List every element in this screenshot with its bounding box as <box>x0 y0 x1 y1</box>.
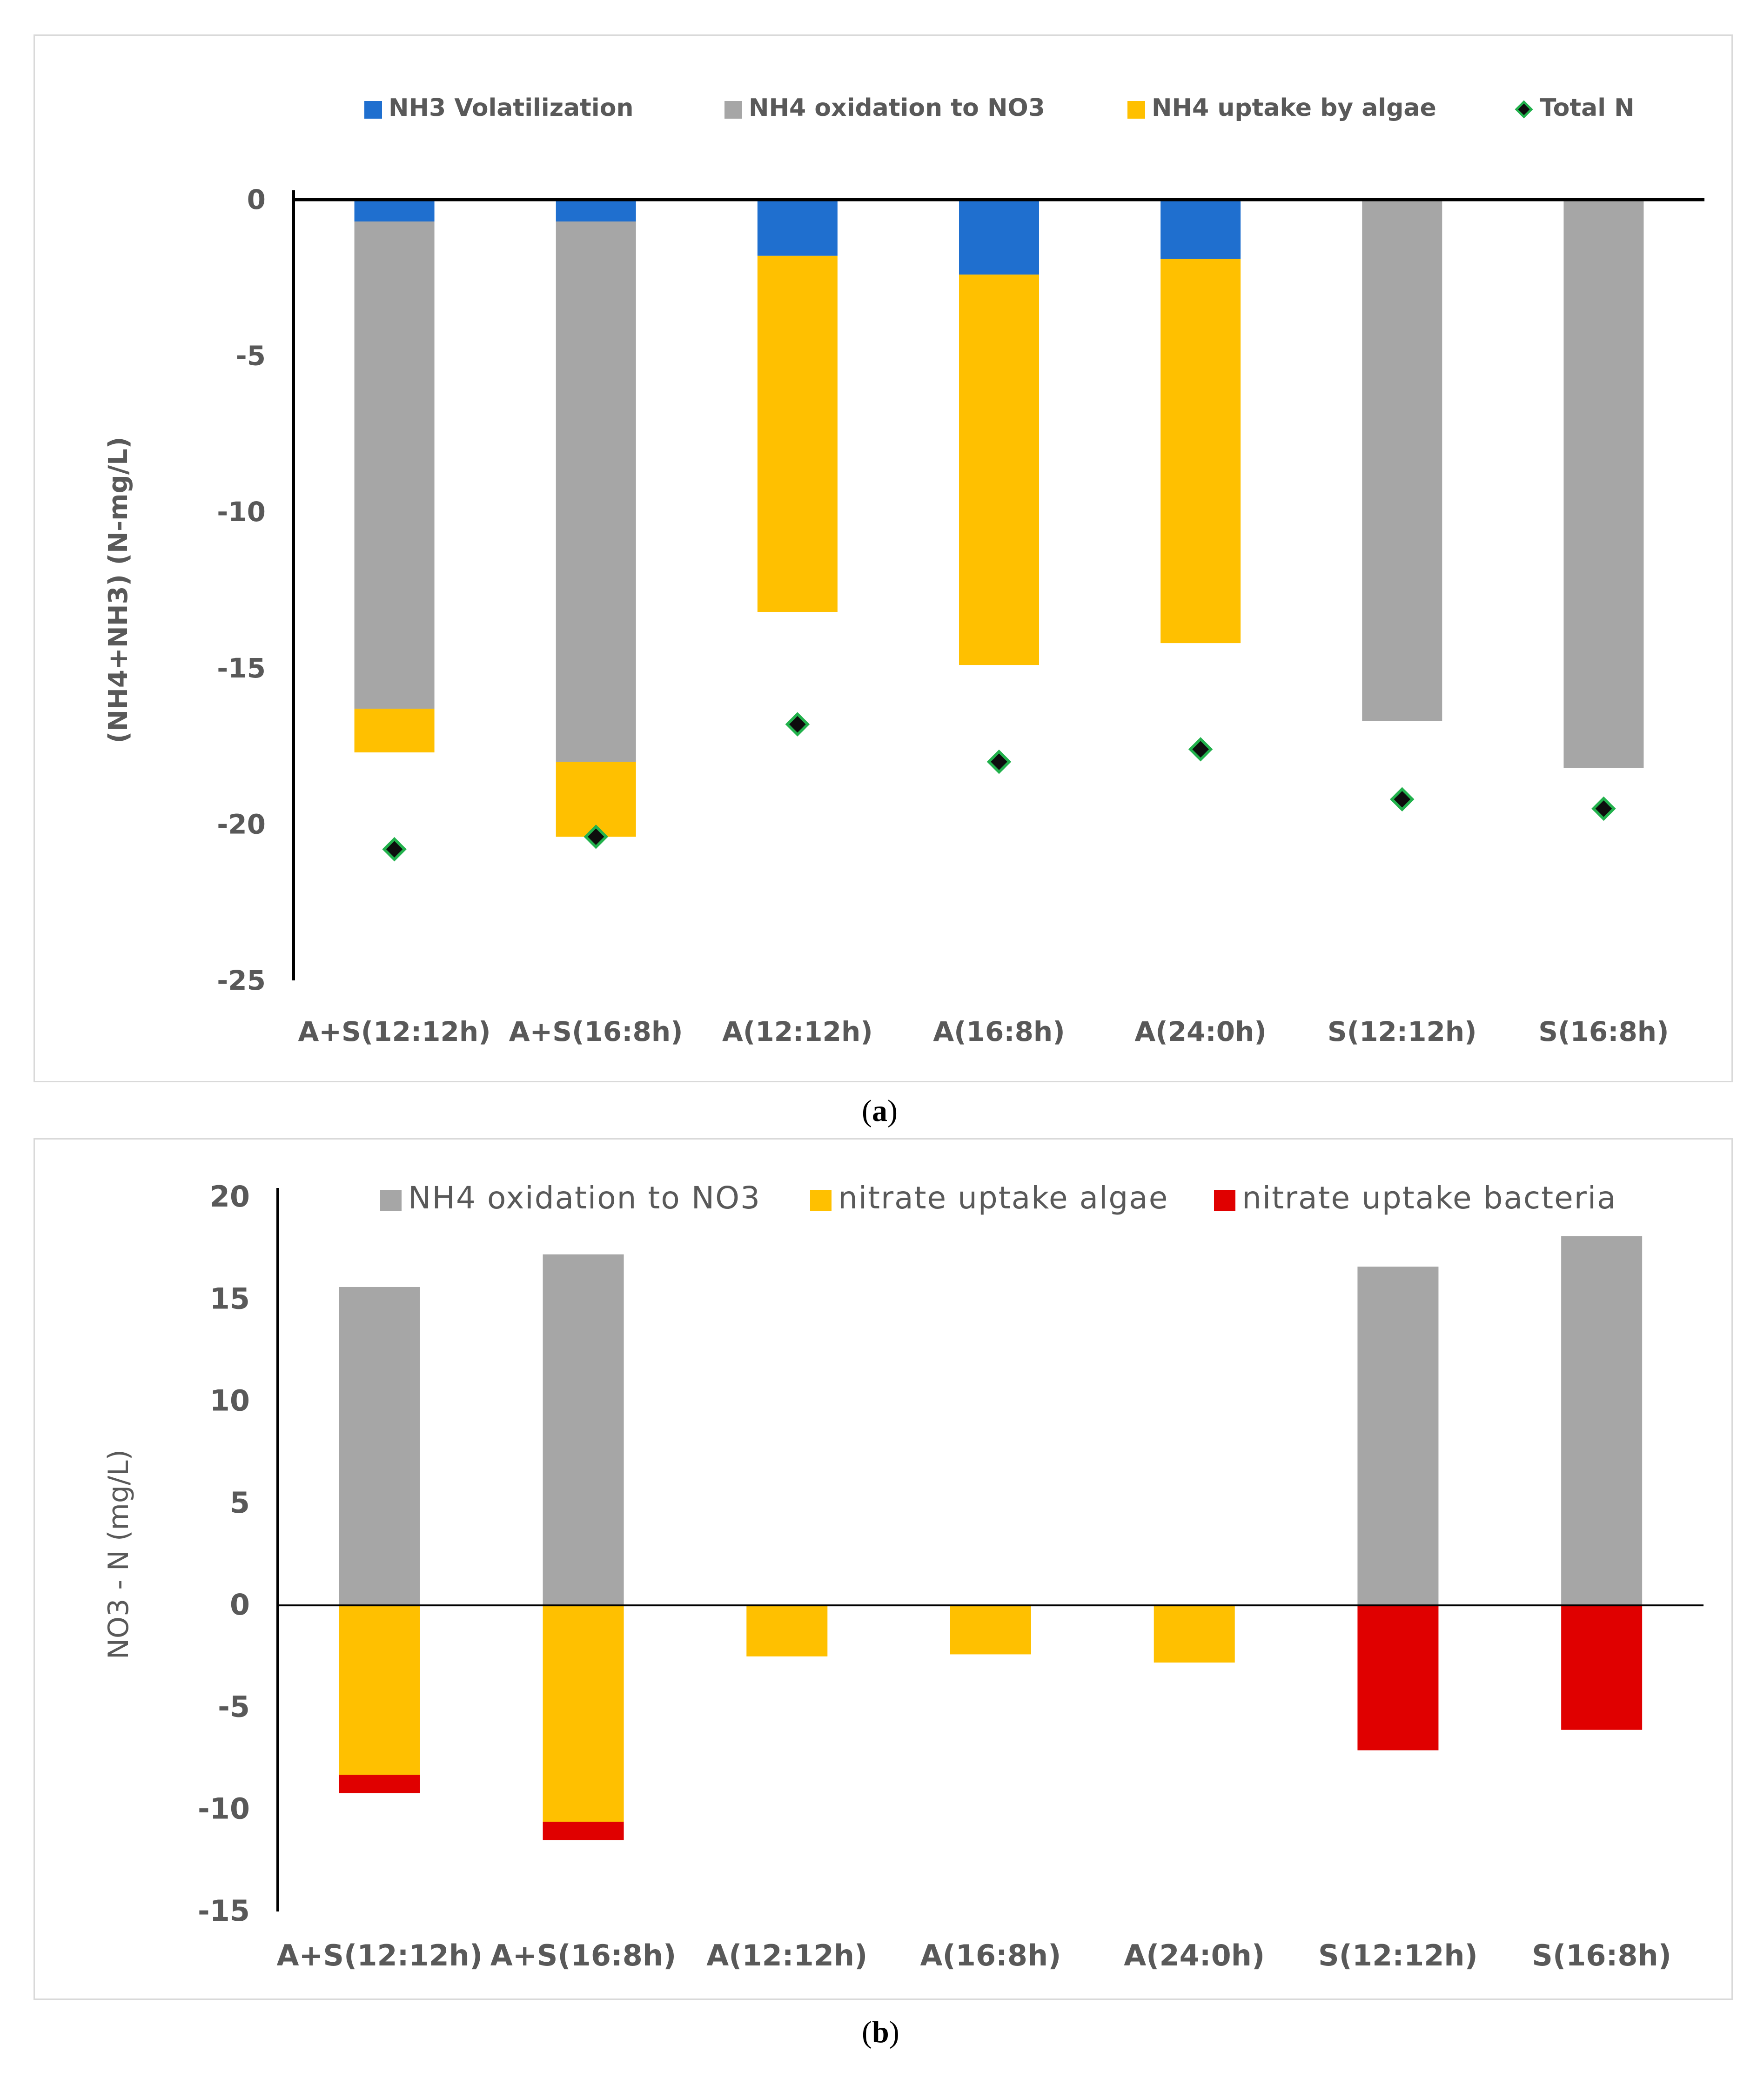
legend-label: NH4 oxidation to NO3 <box>749 94 1045 122</box>
y-tick-label: -5 <box>236 340 266 372</box>
x-category-label: A+S(16:8h) <box>490 1938 677 1972</box>
legend-swatch <box>810 1190 832 1211</box>
caption-a: (a) <box>862 1094 898 1128</box>
y-tick-label: 15 <box>210 1281 250 1315</box>
bar-nh4-oxidation-to-no3 <box>1561 1236 1643 1606</box>
x-category-label: A+S(12:12h) <box>276 1938 483 1972</box>
x-category-label: A(12:12h) <box>706 1938 867 1972</box>
x-category-label: S(16:8h) <box>1538 1016 1669 1047</box>
bar-nitrate-uptake-bacteria <box>1357 1605 1439 1750</box>
bar-nitrate-uptake-algae <box>746 1605 828 1656</box>
bar-nitrate-uptake-algae <box>339 1605 420 1775</box>
legend-label: Total N <box>1540 94 1635 122</box>
chart-panel-b: 20 15 10 5 0 -5 -10 -15 A+S(12:12h) A+S(16:8h) A(1… <box>34 1138 1733 2000</box>
bar-nh4-uptake-by-algae <box>757 255 838 612</box>
legend-swatch <box>364 101 382 119</box>
chart-b-svg: 20 15 10 5 0 -5 -10 -15 A+S(12:12h) A+S(16:8h) A(1… <box>102 1180 1704 1972</box>
y-tick-label: 0 <box>230 1588 250 1622</box>
legend-label: NH3 Volatilization <box>389 94 633 122</box>
y-tick-label: -15 <box>217 652 266 684</box>
bar-nh4-uptake-by-algae <box>1160 259 1241 644</box>
total-n-marker <box>1591 796 1616 821</box>
total-n-marker <box>1188 737 1213 762</box>
bar-nitrate-uptake-algae <box>1154 1605 1235 1663</box>
total-n-marker <box>785 712 810 737</box>
bar-nh4-uptake-by-algae <box>354 709 435 753</box>
y-tick-label: 0 <box>247 184 266 215</box>
y-tick-label: 10 <box>210 1384 250 1418</box>
legend-swatch <box>1127 101 1145 119</box>
total-n-marker <box>1390 787 1415 811</box>
y-tick-label: -10 <box>217 496 266 528</box>
x-category-label: A(12:12h) <box>722 1016 873 1047</box>
bar-nh3-volatilization <box>1160 200 1241 259</box>
legend-swatch <box>1214 1190 1235 1211</box>
bar-nh4-uptake-by-algae <box>959 275 1039 665</box>
bar-nh4-oxidation-to-no3 <box>339 1287 420 1606</box>
bar-nh4-oxidation-to-no3 <box>1563 200 1644 768</box>
y-tick-label: -20 <box>217 808 266 840</box>
y-tick-label: 20 <box>210 1180 250 1214</box>
x-category-label: A+S(16:8h) <box>509 1016 683 1047</box>
bar-nh4-oxidation-to-no3 <box>556 221 636 762</box>
bar-nitrate-uptake-bacteria <box>1561 1605 1643 1730</box>
bar-nh4-oxidation-to-no3 <box>1357 1267 1439 1606</box>
x-category-label: A(24:0h) <box>1134 1016 1266 1047</box>
legend-label: NH4 oxidation to NO3 <box>408 1180 761 1216</box>
x-category-label: A(16:8h) <box>933 1016 1065 1047</box>
bar-nh3-volatilization <box>354 200 435 221</box>
y-axis-title: NO3 - N (mg/L) <box>102 1449 135 1659</box>
total-n-marker <box>584 825 608 849</box>
bar-nitrate-uptake-bacteria <box>339 1775 420 1793</box>
bar-nitrate-uptake-bacteria <box>543 1822 624 1840</box>
bar-nitrate-uptake-algae <box>950 1605 1031 1655</box>
y-tick-label: -15 <box>198 1894 250 1928</box>
caption-b: (b) <box>862 2015 899 2049</box>
total-n-marker <box>986 749 1012 774</box>
chart-a-svg: 0 -5 -10 -15 -20 -25 A+S(12:12h) A+S(16:8h) A(12… <box>103 94 1704 1047</box>
y-tick-label: 5 <box>230 1486 250 1520</box>
legend-swatch <box>1515 100 1533 119</box>
bar-nh3-volatilization <box>959 200 1039 275</box>
x-category-label: A(16:8h) <box>920 1938 1061 1972</box>
legend-label: nitrate uptake algae <box>838 1180 1168 1216</box>
chart-panel-a: 0 -5 -10 -15 -20 -25 A+S(12:12h) A+S(16:8h) A(12… <box>34 34 1733 1082</box>
bar-nh4-uptake-by-algae <box>556 762 636 837</box>
legend-label: NH4 uptake by algae <box>1152 94 1436 122</box>
y-tick-label: -25 <box>217 965 266 996</box>
x-category-label: A(24:0h) <box>1124 1938 1265 1972</box>
legend-label: nitrate uptake bacteria <box>1242 1180 1617 1216</box>
x-category-label: S(12:12h) <box>1328 1016 1477 1047</box>
y-tick-label: -5 <box>218 1690 250 1724</box>
bar-nitrate-uptake-algae <box>543 1605 624 1822</box>
bar-nh4-oxidation-to-no3 <box>543 1254 624 1606</box>
x-category-label: S(12:12h) <box>1318 1938 1478 1972</box>
legend-swatch <box>724 101 742 119</box>
bar-nh3-volatilization <box>556 200 636 221</box>
bar-nh4-oxidation-to-no3 <box>354 221 435 709</box>
total-n-marker <box>382 837 407 862</box>
y-tick-label: -10 <box>198 1792 250 1826</box>
bar-nh4-oxidation-to-no3 <box>1362 200 1442 721</box>
y-axis-title: (NH4+NH3) (N-mg/L) <box>103 437 134 744</box>
x-category-label: A+S(12:12h) <box>298 1016 490 1047</box>
x-category-label: S(16:8h) <box>1532 1938 1671 1972</box>
bar-nh3-volatilization <box>757 200 838 256</box>
legend-swatch <box>380 1190 402 1211</box>
